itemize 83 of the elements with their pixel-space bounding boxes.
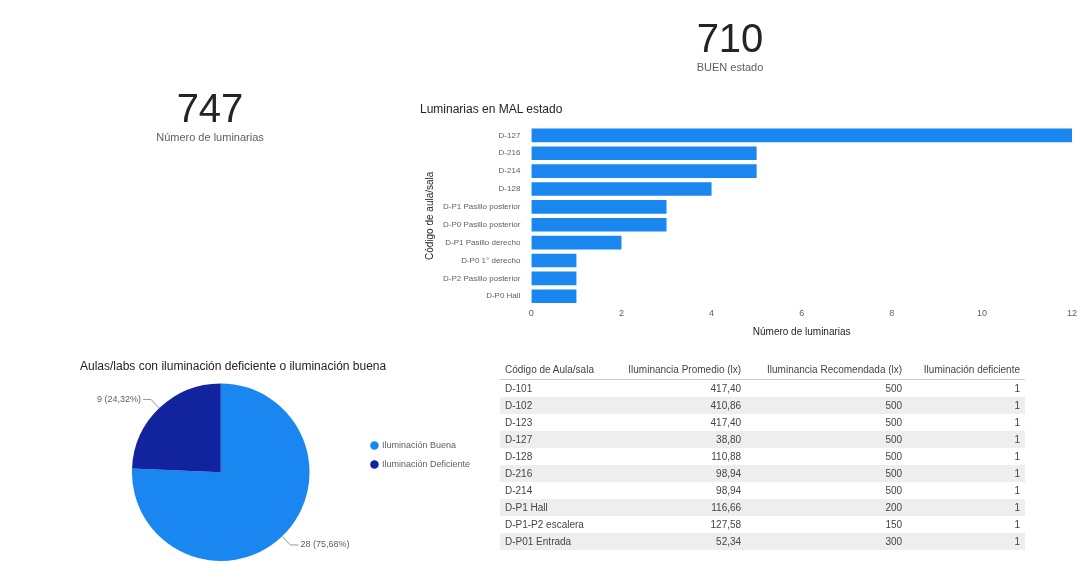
y-tick-label: D-P2 Pasillo posterior [442,273,521,283]
text: 500 [885,485,903,496]
bar [531,253,577,268]
y-tick-label: D-P1 Pasillo posterior [442,202,521,212]
bar [531,217,667,232]
text: 1 [1014,383,1020,394]
category-label: Iluminación deficiente [907,360,1025,380]
x-tick-label: 12 [1066,308,1077,319]
chart-title: Aulas/labs con iluminación deficiente o iluminación buena [80,358,387,373]
x-tick-label: 0 [528,308,534,319]
y-tick-label: D-127 [498,130,521,140]
bar [531,200,667,214]
y-tick-label: D-P0 1° derecho [461,255,521,265]
category-label: BUEN estado [695,61,765,73]
y-tick-label: D-214 [498,166,521,176]
x-tick-label: 2 [618,308,624,319]
text: 500 [885,468,903,479]
text: 500 [885,451,903,462]
text: 1 [1014,502,1020,513]
category-label: Iluminancia Recomendada (lx) [746,360,908,380]
text: 1 [1014,400,1020,411]
bar [531,164,757,178]
text: 500 [885,417,903,428]
y-axis-title: Código de aula/sala [423,171,435,260]
text: 1 [1014,451,1020,462]
text: D-216 [505,468,533,479]
text: D-102 [505,400,533,411]
x-tick-label: 6 [799,308,805,319]
bar [531,146,757,161]
bar [531,235,622,250]
bar [531,271,577,286]
text: D-214 [505,485,533,496]
text: D-P1 Hall [505,502,548,513]
y-tick-label: D-P0 Hall [486,291,521,301]
text: 500 [885,383,903,394]
text: 1 [1014,519,1020,530]
text: 500 [885,400,903,411]
x-tick-label: 10 [976,308,987,319]
text: 200 [885,502,903,513]
y-tick-label: D-P0 Pasillo posterior [442,219,521,229]
chart-title: Luminarias en MAL estado [420,101,563,116]
bar [531,289,577,304]
text: D-127 [505,434,533,445]
text: 98,94 [716,485,742,496]
text: 52,34 [716,536,742,547]
text: 300 [885,536,903,547]
text: 1 [1014,536,1020,547]
text: D-P1-P2 escalera [505,519,584,530]
text: D-P01 Entrada [505,536,572,547]
y-tick-label: D-216 [498,148,521,158]
y-tick-label: D-128 [498,184,521,194]
text: D-128 [505,451,533,462]
category-label: Código de Aula/sala [500,360,610,380]
legend-label: Iluminación Deficiente [381,458,470,469]
x-tick-label: 4 [709,308,715,319]
y-tick-label: D-P1 Pasillo derecho [445,237,521,247]
text: 116,66 [711,502,742,513]
text: D-101 [505,383,533,394]
bar [531,182,712,196]
text: 1 [1014,468,1020,479]
data-label: 28 (75,68%) [300,539,350,550]
data-label: 747 [175,85,245,131]
text: 417,40 [710,383,742,394]
x-axis-title: Número de luminarias [752,325,851,337]
text: 1 [1014,417,1020,428]
bar [531,128,1072,143]
text: 150 [885,519,903,530]
text: 127,58 [710,519,742,530]
text: 1 [1014,485,1020,496]
text: 417,40 [710,417,742,428]
category-label: Iluminancia Promedio (lx) [609,360,747,380]
x-tick-label: 8 [889,308,895,319]
legend-label: Iluminación Buena [381,439,457,450]
text: 110,88 [711,451,742,462]
data-label: 9 (24,32%) [96,393,141,404]
text: D-123 [505,417,533,428]
text: 500 [885,434,903,445]
data-label: 710 [695,15,765,61]
text: 1 [1014,434,1020,445]
text: 98,94 [716,468,742,479]
text: 38,80 [716,434,742,445]
category-label: Número de luminarias [155,131,265,143]
text: 410,86 [710,400,742,411]
